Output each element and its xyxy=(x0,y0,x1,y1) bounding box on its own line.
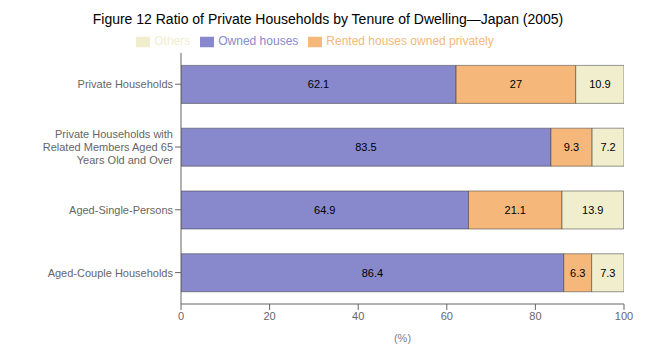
svg-text:62.1: 62.1 xyxy=(308,78,329,90)
html-text:Figure 12 Ratio of Private Hou: Figure 12 Ratio of Private Households by… xyxy=(92,11,564,27)
svg-text:13.9: 13.9 xyxy=(582,204,603,216)
svg-text:20: 20 xyxy=(263,310,275,322)
svg-text:9.3: 9.3 xyxy=(564,141,579,153)
svg-text:7.2: 7.2 xyxy=(600,141,615,153)
svg-text:60: 60 xyxy=(441,310,453,322)
svg-text:100: 100 xyxy=(615,310,633,322)
html-text:Others: Others xyxy=(154,34,191,48)
svg-text:Aged-Single-Persons: Aged-Single-Persons xyxy=(69,204,173,216)
svg-text:64.9: 64.9 xyxy=(314,204,335,216)
html-text:Rented houses owned privately: Rented houses owned privately xyxy=(326,34,494,48)
html-text:Owned houses: Owned houses xyxy=(218,34,299,48)
svg-text:Private Households: Private Households xyxy=(78,78,174,90)
svg-text:10.9: 10.9 xyxy=(589,78,610,90)
svg-text:27: 27 xyxy=(510,78,522,90)
svg-text:(%): (%) xyxy=(394,332,411,344)
svg-text:0: 0 xyxy=(178,310,184,322)
svg-text:7.3: 7.3 xyxy=(600,267,615,279)
svg-text:Private Households withRelated: Private Households withRelated Members A… xyxy=(43,128,174,166)
svg-text:21.1: 21.1 xyxy=(505,204,526,216)
svg-text:40: 40 xyxy=(352,310,364,322)
svg-text:86.4: 86.4 xyxy=(362,267,383,279)
svg-text:80: 80 xyxy=(529,310,541,322)
svg-text:83.5: 83.5 xyxy=(355,141,376,153)
svg-text:6.3: 6.3 xyxy=(570,267,585,279)
svg-text:Aged-Couple Households: Aged-Couple Households xyxy=(48,267,174,279)
